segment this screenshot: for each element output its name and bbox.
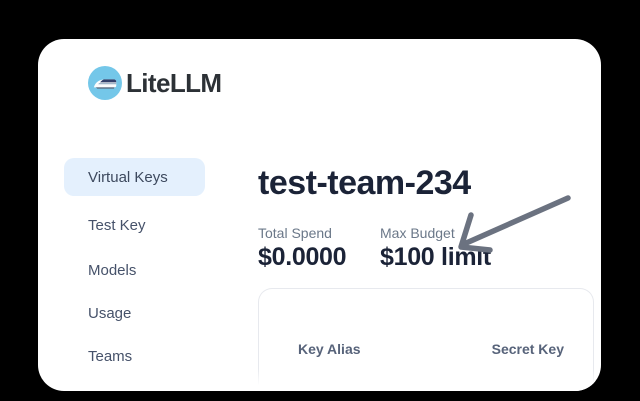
stat-label: Total Spend bbox=[258, 225, 332, 241]
team-stats: Total Spend $0.0000 Max Budget $100 limi… bbox=[258, 225, 491, 271]
team-title: test-team-234 bbox=[258, 164, 471, 202]
sidebar-item-teams[interactable]: Teams bbox=[88, 348, 133, 365]
stat-value: $0.0000 bbox=[258, 243, 347, 271]
keys-table-card: Key Alias Secret Key bbox=[258, 288, 594, 391]
stat-value: $100 limit bbox=[380, 243, 491, 271]
stat-label: Max Budget bbox=[380, 225, 455, 241]
sidebar-item-test-key[interactable]: Test Key bbox=[88, 217, 146, 234]
litellm-train-logo-icon bbox=[88, 66, 122, 100]
column-header-secret-key: Secret Key bbox=[491, 341, 564, 357]
stat-max-budget: Max Budget $100 limit bbox=[380, 225, 491, 271]
stat-total-spend: Total Spend $0.0000 bbox=[258, 225, 380, 271]
sidebar-item-models[interactable]: Models bbox=[88, 262, 137, 279]
keys-table-header-row: Key Alias Secret Key bbox=[298, 341, 564, 357]
sidebar-item-usage[interactable]: Usage bbox=[88, 305, 132, 322]
sidebar-item-label: Virtual Keys bbox=[88, 168, 168, 186]
app-card: LiteLLM Virtual Keys Test Key Models Usa… bbox=[38, 39, 601, 391]
brand: LiteLLM bbox=[88, 66, 222, 100]
sidebar-item-virtual-keys[interactable]: Virtual Keys bbox=[64, 158, 205, 196]
brand-name: LiteLLM bbox=[126, 67, 222, 98]
column-header-key-alias: Key Alias bbox=[298, 341, 361, 357]
